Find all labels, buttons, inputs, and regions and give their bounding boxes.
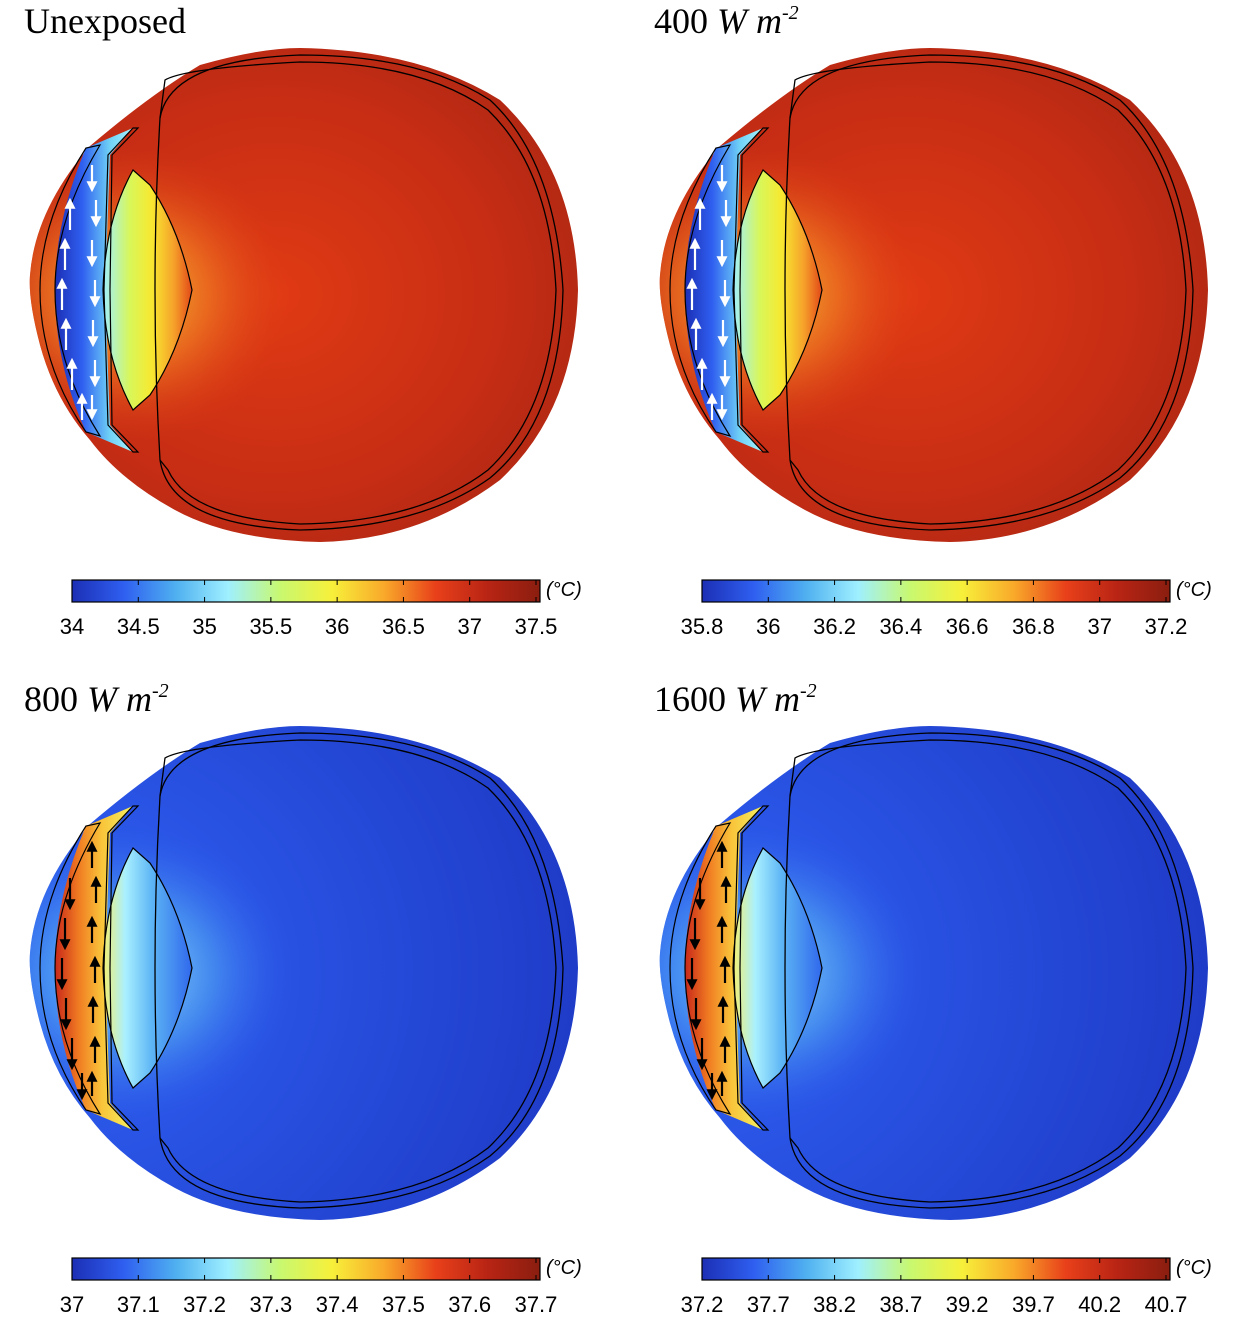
colorbar-tick-label: 39.7: [1012, 1292, 1055, 1317]
colorbar-tick-label: 36: [325, 614, 349, 639]
colorbar-tick-label: 36.5: [382, 614, 425, 639]
panel-title: 1600 W m-2: [654, 678, 817, 720]
vitreous-boundary: [784, 54, 1194, 531]
vitreous-boundary: [154, 732, 564, 1209]
cornea: [39, 822, 102, 1116]
lens: [102, 169, 193, 411]
colorbar-tick-label: 39.2: [946, 1292, 989, 1317]
colorbar-tick-label: 37.2: [681, 1292, 724, 1317]
colorbar-tick-label: 37.2: [183, 1292, 226, 1317]
cornea: [669, 822, 732, 1116]
panel-title: 400 W m-2: [654, 0, 799, 42]
colorbar-gradient: [701, 1257, 1171, 1281]
colorbar-tick-label: 36.6: [946, 614, 989, 639]
panel-title: 800 W m-2: [24, 678, 169, 720]
title-unit: W m: [735, 679, 800, 719]
title-unit: W m: [87, 679, 152, 719]
retina-boundary: [159, 739, 557, 1203]
anterior-halo: [659, 726, 1208, 1220]
panel-unexposed: Unexposed 34 34.5 35 35.5 36 36.5 37 37.5 (°C): [0, 0, 618, 659]
iris: [733, 127, 770, 453]
colorbar-tick-label: 35.5: [249, 614, 292, 639]
colorbar-tick-label: 37.3: [249, 1292, 292, 1317]
colorbar-unit: (°C): [546, 1257, 582, 1279]
colorbar: 34 34.5 35 35.5 36 36.5 37 37.5 (°C): [60, 579, 582, 639]
colorbar-tick-label: 37: [1087, 614, 1111, 639]
panel-1600: 1600 W m-2 37.2 37.7 38.2 38.7 39.2 39.7 40.2 4…: [630, 678, 1236, 1337]
colorbar-tick-label: 34: [60, 614, 84, 639]
retina-boundary: [789, 61, 1187, 525]
colorbar-tick-label: 37.5: [515, 614, 558, 639]
colorbar-tick-label: 36.2: [813, 614, 856, 639]
colorbar: 35.8 36 36.2 36.4 36.6 36.8 37 37.2 (°C): [681, 579, 1212, 639]
anterior-halo: [29, 726, 578, 1220]
title-value: 1600: [654, 679, 726, 719]
panel-title: Unexposed: [24, 0, 186, 42]
colorbar-gradient: [701, 579, 1171, 603]
lens: [732, 847, 823, 1089]
eye-temperature-map: [29, 48, 578, 542]
title-value: 400: [654, 1, 708, 41]
panel-400: 400 W m-2 35.8 36 36.2 36.4 36.6 36.8 37 37.2 (°…: [630, 0, 1236, 659]
colorbar-tick-label: 37.7: [515, 1292, 558, 1317]
colorbar-unit: (°C): [1176, 1257, 1212, 1279]
title-exponent: -2: [152, 680, 169, 702]
colorbar-unit: (°C): [546, 579, 582, 601]
colorbar: 37 37.1 37.2 37.3 37.4 37.5 37.6 37.7 (°C): [60, 1257, 582, 1317]
eye-temperature-map: [659, 48, 1208, 542]
colorbar-tick-label: 36.8: [1012, 614, 1055, 639]
anterior-halo: [659, 48, 1208, 542]
colorbar-tick-label: 37: [60, 1292, 84, 1317]
vitreous-boundary: [154, 54, 564, 531]
title-exponent: -2: [800, 680, 817, 702]
colorbar-tick-label: 35: [192, 614, 216, 639]
title-value: 800: [24, 679, 78, 719]
title-value: Unexposed: [24, 1, 186, 41]
lens: [732, 169, 823, 411]
iris: [733, 805, 770, 1131]
title-exponent: -2: [782, 2, 799, 24]
colorbar-tick-label: 37: [457, 614, 481, 639]
iris: [103, 127, 140, 453]
colorbar-tick-label: 37.1: [117, 1292, 160, 1317]
colorbar-gradient: [71, 579, 541, 603]
title-unit: W m: [717, 1, 782, 41]
colorbar: 37.2 37.7 38.2 38.7 39.2 39.7 40.2 40.7 (°C): [681, 1257, 1212, 1317]
anterior-halo: [29, 48, 578, 542]
retina-boundary: [159, 61, 557, 525]
colorbar-tick-label: 37.5: [382, 1292, 425, 1317]
colorbar-tick-label: 35.8: [681, 614, 724, 639]
vitreous-boundary: [784, 732, 1194, 1209]
colorbar-gradient: [71, 1257, 541, 1281]
colorbar-tick-label: 37.7: [747, 1292, 790, 1317]
colorbar-tick-label: 36: [756, 614, 780, 639]
panel-800: 800 W m-2 37 37.1 37.2 37.3 37.4 37.5 37.6 37.7…: [0, 678, 618, 1337]
lens: [102, 847, 193, 1089]
colorbar-tick-label: 37.4: [316, 1292, 359, 1317]
iris: [103, 805, 140, 1131]
colorbar-tick-label: 37.6: [448, 1292, 491, 1317]
colorbar-tick-label: 37.2: [1145, 614, 1188, 639]
colorbar-tick-label: 40.7: [1145, 1292, 1188, 1317]
retina-boundary: [789, 739, 1187, 1203]
colorbar-tick-label: 40.2: [1078, 1292, 1121, 1317]
colorbar-tick-label: 38.2: [813, 1292, 856, 1317]
colorbar-tick-label: 38.7: [879, 1292, 922, 1317]
eye-temperature-map: [29, 726, 578, 1220]
eye-temperature-map: [659, 726, 1208, 1220]
colorbar-tick-label: 36.4: [879, 614, 922, 639]
colorbar-unit: (°C): [1176, 579, 1212, 601]
colorbar-tick-label: 34.5: [117, 614, 160, 639]
